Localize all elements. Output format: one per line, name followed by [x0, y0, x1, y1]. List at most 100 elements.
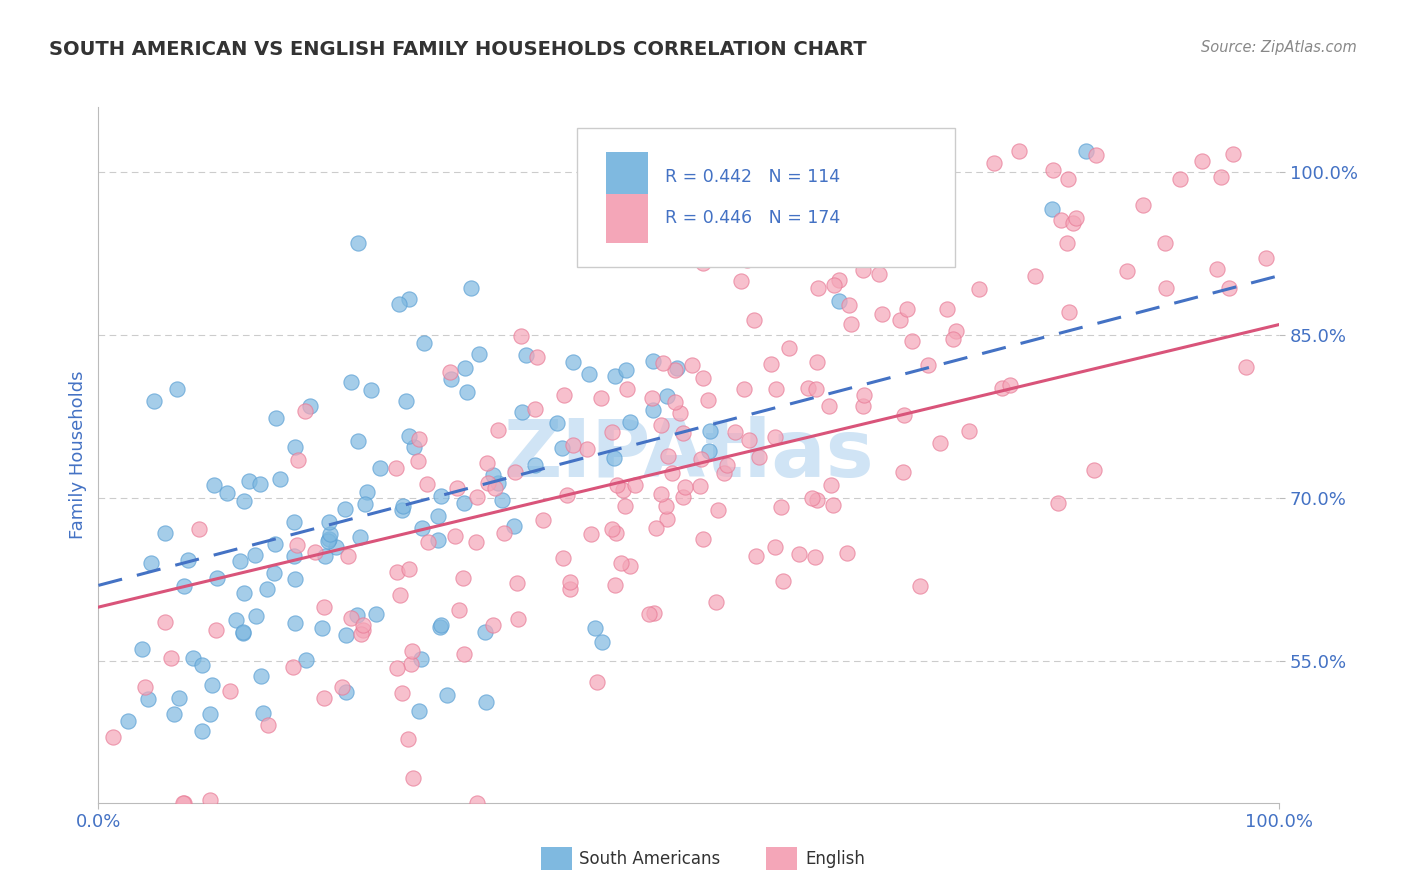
Point	[807, 281, 830, 295]
Point	[657, 389, 679, 403]
Point	[748, 450, 770, 464]
Point	[427, 533, 450, 547]
Point	[1056, 235, 1078, 250]
Point	[411, 521, 433, 535]
Point	[828, 293, 851, 308]
Point	[352, 618, 374, 632]
Point	[983, 155, 1005, 169]
Point	[562, 354, 585, 368]
Point	[945, 324, 967, 338]
Point	[889, 313, 911, 327]
Point	[735, 252, 758, 267]
Point	[299, 399, 322, 413]
Point	[252, 706, 274, 720]
Point	[1154, 281, 1177, 295]
Point	[429, 619, 451, 633]
Point	[901, 334, 924, 349]
Point	[837, 546, 859, 560]
Point	[232, 624, 254, 639]
Point	[347, 235, 370, 250]
Point	[172, 796, 194, 810]
Point	[401, 644, 423, 658]
Point	[228, 554, 250, 568]
Point	[335, 685, 357, 699]
Point	[475, 456, 498, 470]
Point	[232, 585, 254, 599]
Point	[474, 624, 496, 639]
Point	[967, 282, 990, 296]
Text: R = 0.442   N = 114: R = 0.442 N = 114	[665, 168, 841, 186]
Point	[354, 497, 377, 511]
Point	[772, 201, 794, 215]
Point	[936, 301, 959, 316]
Point	[531, 513, 554, 527]
Point	[619, 559, 641, 574]
Point	[852, 263, 875, 277]
Point	[269, 472, 291, 486]
Point	[188, 522, 211, 536]
Point	[465, 796, 488, 810]
Point	[117, 714, 139, 729]
Point	[477, 475, 499, 490]
Point	[1083, 463, 1105, 477]
Point	[486, 475, 509, 490]
Point	[439, 372, 461, 386]
Text: Source: ZipAtlas.com: Source: ZipAtlas.com	[1201, 40, 1357, 55]
Point	[360, 383, 382, 397]
Point	[416, 535, 439, 549]
Point	[202, 478, 225, 492]
Point	[852, 399, 875, 413]
Point	[745, 549, 768, 563]
Point	[917, 358, 939, 372]
Point	[870, 307, 893, 321]
Point	[576, 442, 599, 456]
Point	[311, 621, 333, 635]
Point	[523, 458, 546, 472]
Point	[314, 600, 336, 615]
Point	[398, 292, 420, 306]
Point	[998, 377, 1021, 392]
Point	[1191, 154, 1213, 169]
Point	[551, 441, 574, 455]
Point	[893, 408, 915, 422]
Point	[294, 404, 316, 418]
Point	[908, 579, 931, 593]
Point	[759, 357, 782, 371]
Point	[225, 613, 247, 627]
Point	[486, 423, 509, 437]
Point	[730, 274, 752, 288]
Point	[616, 382, 638, 396]
Point	[838, 298, 860, 312]
Point	[578, 367, 600, 381]
Point	[1153, 235, 1175, 250]
Point	[546, 417, 568, 431]
Point	[765, 382, 787, 396]
Point	[335, 627, 357, 641]
Point	[591, 634, 613, 648]
Point	[1132, 197, 1154, 211]
Point	[502, 518, 524, 533]
Point	[557, 488, 579, 502]
Point	[641, 391, 664, 405]
Point	[704, 595, 727, 609]
Point	[692, 256, 714, 270]
Point	[806, 493, 828, 508]
Point	[891, 465, 914, 479]
Point	[399, 657, 422, 671]
FancyBboxPatch shape	[576, 128, 955, 267]
Point	[503, 465, 526, 479]
Point	[603, 450, 626, 465]
Point	[689, 452, 711, 467]
Point	[1042, 162, 1064, 177]
Point	[852, 388, 875, 402]
Point	[347, 434, 370, 449]
Point	[162, 707, 184, 722]
Point	[388, 588, 411, 602]
Point	[605, 525, 627, 540]
Point	[650, 417, 672, 432]
Point	[772, 574, 794, 588]
Point	[312, 691, 335, 706]
Point	[778, 341, 800, 355]
Point	[492, 525, 515, 540]
Point	[166, 382, 188, 396]
